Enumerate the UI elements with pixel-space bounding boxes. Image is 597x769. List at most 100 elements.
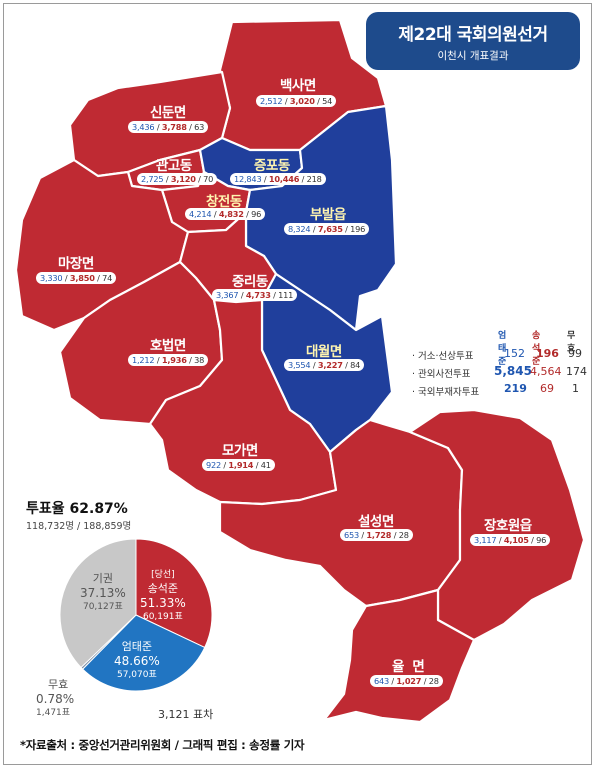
stat-song: 1,914	[228, 460, 254, 470]
stat-song: 4,105	[503, 535, 529, 545]
region-stats-changjeon: 4,214 / 4,832 / 96	[185, 208, 266, 220]
region-stats-gwango: 2,725 / 3,120 / 70	[137, 173, 218, 185]
stat-eom: 643	[374, 676, 390, 686]
pie-votes-song: 60,191표	[142, 612, 183, 622]
legend-value-eom: 5,845	[494, 364, 532, 378]
stat-song: 1,027	[396, 676, 422, 686]
stat-eom: 2,725	[141, 174, 164, 184]
pie-label-invalid: 무효 0.78% 1,471표	[36, 678, 74, 720]
stat-invalid: 38	[194, 355, 205, 365]
legend-label: · 국외부재자투표	[412, 387, 480, 398]
region-name-bubal: 부발읍	[310, 207, 346, 223]
stat-eom: 8,324	[288, 224, 311, 234]
legend-value-eom: 152	[504, 347, 525, 360]
stat-song: 1,728	[366, 530, 392, 540]
pie-slice-eom	[81, 614, 206, 692]
stat-song: 3,227	[317, 360, 343, 370]
region-stats-jeungpo: 12,843 / 10,446 / 218	[230, 173, 326, 185]
vote-difference: 3,121 표차	[158, 708, 214, 721]
stat-invalid: 111	[278, 290, 294, 300]
legend-label: · 거소·선상투표	[412, 351, 474, 362]
region-yul	[322, 588, 476, 724]
legend-value-song: 69	[540, 382, 554, 395]
region-name-janghowon: 장호원읍	[484, 518, 532, 534]
region-stats-bubal: 8,324 / 7,635 / 196	[284, 223, 370, 235]
stat-song: 3,850	[69, 273, 95, 283]
stat-invalid: 63	[194, 122, 205, 132]
pie-votes-eom: 57,070표	[116, 670, 157, 680]
pie-votes-abstain: 70,127표	[82, 602, 123, 612]
region-stats-majang: 3,330 / 3,850 / 74	[36, 272, 117, 284]
legend-header-invalid: 무효	[567, 331, 576, 354]
region-stats-moga: 922 / 1,914 / 41	[202, 459, 275, 471]
stat-song: 7,635	[317, 224, 343, 234]
region-janghowon	[408, 408, 586, 642]
stat-eom: 4,214	[189, 209, 212, 219]
region-moga	[148, 298, 338, 506]
legend-label: · 관외사전투표	[412, 369, 471, 380]
stat-eom: 3,330	[40, 273, 63, 283]
page-subtitle: 이천시 개표결과	[437, 50, 509, 62]
legend-value-invalid: 1	[572, 382, 579, 395]
page-title: 제22대 국회의원선거	[398, 25, 548, 45]
legend-value-invalid: 174	[566, 365, 587, 378]
frame-border	[3, 3, 592, 765]
legend-value-invalid: 99	[568, 347, 582, 360]
region-stats-baeksa: 2,512 / 3,020 / 54	[256, 95, 337, 107]
stat-invalid: 28	[398, 530, 409, 540]
stat-invalid: 74	[102, 273, 113, 283]
pie-pct-invalid: 0.78%	[36, 692, 75, 706]
turnout-detail: 118,732명 / 188,859명	[26, 521, 132, 532]
region-name-seolseong: 설성면	[358, 514, 394, 530]
stat-invalid: 84	[350, 360, 361, 370]
pie-label-eom: 엄태준 48.66% 57,070표	[114, 640, 160, 682]
pie-votes-invalid: 1,471표	[36, 708, 71, 718]
region-name-gwango: 관고동	[156, 158, 192, 174]
region-name-jungri: 중리동	[232, 274, 268, 290]
pie-label-abstain: 기권 37.13% 70,127표	[80, 572, 126, 614]
pie-slice-song	[135, 538, 213, 649]
stat-song: 4,733	[245, 290, 271, 300]
pie-name-abstain: 기권	[92, 572, 113, 585]
pie-pct-eom: 48.66%	[114, 654, 160, 668]
pie-label-song: [당선] 송석준 51.33% 60,191표	[140, 568, 186, 624]
region-name-changjeon: 창전동	[206, 194, 242, 210]
stat-eom: 3,367	[216, 290, 239, 300]
stat-invalid: 196	[350, 224, 366, 234]
stat-invalid: 41	[260, 460, 271, 470]
region-name-moga: 모가면	[222, 443, 258, 459]
stat-invalid: 96	[251, 209, 262, 219]
region-name-majang: 마장면	[58, 256, 94, 272]
pie-chart	[59, 538, 213, 692]
region-stats-hobeop: 1,212 / 1,936 / 38	[128, 354, 209, 366]
stat-eom: 1,212	[132, 355, 155, 365]
stat-eom: 2,512	[260, 96, 283, 106]
region-stats-daewol: 3,554 / 3,227 / 84	[284, 359, 365, 371]
stat-song: 1,936	[161, 355, 187, 365]
stat-song: 3,788	[161, 122, 187, 132]
pie-slice-abstain	[59, 538, 137, 669]
stat-song: 3,020	[289, 96, 315, 106]
stat-eom: 12,843	[234, 174, 262, 184]
stat-invalid: 96	[536, 535, 547, 545]
region-stats-seolseong: 653 / 1,728 / 28	[340, 529, 413, 541]
region-stats-jungri: 3,367 / 4,733 / 111	[212, 289, 298, 301]
stat-song: 4,832	[218, 209, 244, 219]
header-box: 제22대 국회의원선거 이천시 개표결과	[368, 14, 578, 68]
turnout-rate: 투표율 62.87%	[26, 501, 128, 517]
pie-winner-tag: [당선]	[151, 570, 175, 580]
stat-invalid: 70	[203, 174, 214, 184]
stat-eom: 3,117	[474, 535, 497, 545]
region-name-baeksa: 백사면	[280, 78, 316, 94]
legend-header-song: 송석준	[532, 331, 541, 367]
stat-eom: 3,554	[288, 360, 311, 370]
legend-value-song: 196	[536, 347, 559, 360]
stat-eom: 653	[344, 530, 360, 540]
pie-pct-abstain: 37.13%	[80, 586, 126, 600]
stat-song: 10,446	[268, 174, 300, 184]
region-stats-yul: 643 / 1,027 / 28	[370, 675, 443, 687]
stat-invalid: 54	[322, 96, 333, 106]
pie-name-eom: 엄태준	[121, 640, 153, 653]
legend-header-eom: 엄태준	[498, 331, 507, 367]
